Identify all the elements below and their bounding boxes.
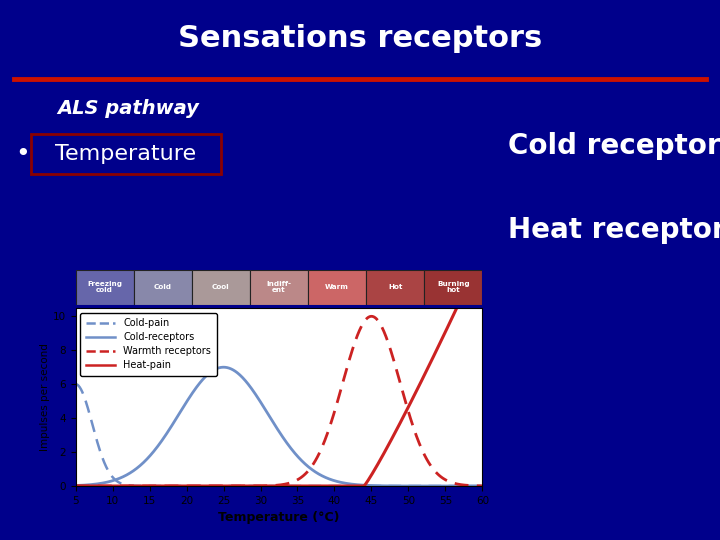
Line: Heat-pain: Heat-pain <box>76 299 482 486</box>
Cold-receptors <box>176 409 184 415</box>
Warmth receptors <box>478 483 487 489</box>
Text: Warm: Warm <box>325 284 349 290</box>
Cold-receptors <box>256 399 265 405</box>
Text: Cool: Cool <box>212 284 230 290</box>
Line: Warmth receptors: Warmth receptors <box>76 316 482 486</box>
Cold-pain <box>478 483 487 489</box>
Cold-receptors <box>378 483 387 489</box>
Y-axis label: Impulses per second: Impulses per second <box>40 343 50 451</box>
Bar <box>250 270 308 305</box>
Text: Burning
hot: Burning hot <box>437 281 469 293</box>
Warmth receptors <box>378 325 387 332</box>
Heat-pain <box>457 296 466 302</box>
Heat-pain <box>343 483 351 489</box>
Text: Sensations receptors: Sensations receptors <box>178 24 542 53</box>
Warmth receptors <box>256 483 264 489</box>
Cold-pain <box>343 483 351 489</box>
Cold-pain <box>143 483 152 489</box>
Cold-receptors <box>312 469 320 476</box>
Cold-pain <box>256 483 264 489</box>
Cold-receptors <box>478 483 487 489</box>
Text: Heat receptors: Heat receptors <box>508 215 720 244</box>
Heat-pain <box>478 296 487 302</box>
Bar <box>192 270 250 305</box>
Bar <box>308 270 366 305</box>
Warmth receptors <box>143 483 152 489</box>
Cold-pain <box>311 483 320 489</box>
Line: Cold-pain: Cold-pain <box>76 384 482 486</box>
Cold-receptors <box>343 481 352 487</box>
Text: •: • <box>16 142 30 166</box>
Cold-receptors <box>71 482 80 489</box>
Text: Temperature: Temperature <box>55 144 197 164</box>
Text: Hot: Hot <box>388 284 402 290</box>
FancyBboxPatch shape <box>31 134 221 174</box>
Warmth receptors <box>311 457 320 464</box>
Cold-receptors <box>220 364 228 370</box>
Heat-pain <box>377 454 386 460</box>
Text: Freezing
cold: Freezing cold <box>87 281 122 293</box>
Cold-pain <box>377 483 386 489</box>
Cold-receptors <box>143 455 152 462</box>
Cold-pain <box>176 483 184 489</box>
Heat-pain <box>143 483 152 489</box>
Text: ALS pathway: ALS pathway <box>58 98 199 118</box>
Heat-pain <box>256 483 264 489</box>
Text: Cold receptors: Cold receptors <box>508 132 720 160</box>
Bar <box>134 270 192 305</box>
Text: Cold: Cold <box>154 284 172 290</box>
Heat-pain <box>71 483 80 489</box>
Warmth receptors <box>176 483 184 489</box>
X-axis label: Temperature (°C): Temperature (°C) <box>218 511 340 524</box>
Bar <box>424 270 482 305</box>
Warmth receptors <box>71 483 80 489</box>
Bar <box>76 270 134 305</box>
Warmth receptors <box>367 313 376 320</box>
Bar <box>366 270 424 305</box>
Line: Cold-receptors: Cold-receptors <box>76 367 482 486</box>
Text: Indiff-
ent: Indiff- ent <box>266 281 292 293</box>
Legend: Cold-pain, Cold-receptors, Warmth receptors, Heat-pain: Cold-pain, Cold-receptors, Warmth recept… <box>81 313 217 376</box>
Heat-pain <box>176 483 184 489</box>
Warmth receptors <box>343 363 351 370</box>
Heat-pain <box>311 483 320 489</box>
Cold-pain <box>71 381 80 387</box>
